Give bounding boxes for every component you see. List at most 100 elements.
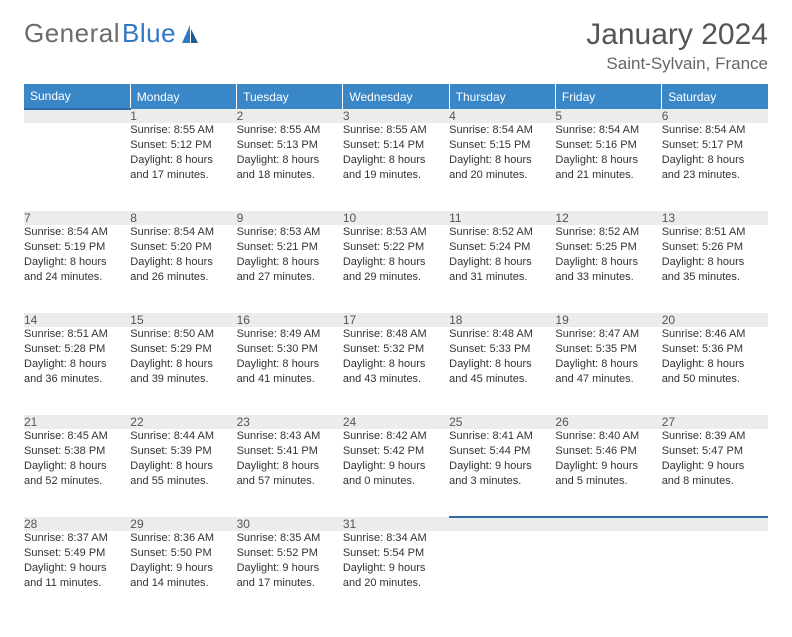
sunset-text: Sunset: 5:38 PM [24, 444, 130, 459]
sunset-text: Sunset: 5:22 PM [343, 240, 449, 255]
logo-text-1: General [24, 18, 120, 49]
daylight-text-2: and 19 minutes. [343, 168, 449, 183]
day-number: 14 [24, 313, 130, 327]
sunrise-text: Sunrise: 8:54 AM [130, 225, 236, 240]
daylight-text-1: Daylight: 8 hours [662, 357, 768, 372]
sunrise-text: Sunrise: 8:55 AM [237, 123, 343, 138]
logo-text-2: Blue [122, 18, 176, 49]
daylight-text-2: and 3 minutes. [449, 474, 555, 489]
daylight-text-1: Daylight: 8 hours [555, 357, 661, 372]
daylight-text-2: and 5 minutes. [555, 474, 661, 489]
sunrise-text: Sunrise: 8:54 AM [24, 225, 130, 240]
sunrise-text: Sunrise: 8:48 AM [449, 327, 555, 342]
daylight-text-2: and 20 minutes. [343, 576, 449, 591]
day-number: 29 [130, 517, 236, 531]
sunset-text: Sunset: 5:49 PM [24, 546, 130, 561]
daylight-text-2: and 8 minutes. [662, 474, 768, 489]
daylight-text-1: Daylight: 8 hours [24, 357, 130, 372]
daylight-text-2: and 26 minutes. [130, 270, 236, 285]
day-number: 31 [343, 517, 449, 531]
sunrise-text: Sunrise: 8:53 AM [343, 225, 449, 240]
day-number: 17 [343, 313, 449, 327]
sunset-text: Sunset: 5:15 PM [449, 138, 555, 153]
day-cell: Sunrise: 8:54 AMSunset: 5:15 PMDaylight:… [449, 123, 555, 211]
sunrise-text: Sunrise: 8:55 AM [130, 123, 236, 138]
calendar-head: SundayMondayTuesdayWednesdayThursdayFrid… [24, 84, 768, 109]
day-number: 8 [130, 211, 236, 225]
day-cell-empty [662, 531, 768, 619]
sunset-text: Sunset: 5:24 PM [449, 240, 555, 255]
weekday-header: Wednesday [343, 84, 449, 109]
weekday-row: SundayMondayTuesdayWednesdayThursdayFrid… [24, 84, 768, 109]
day-cell: Sunrise: 8:36 AMSunset: 5:50 PMDaylight:… [130, 531, 236, 619]
day-number: 21 [24, 415, 130, 429]
sunset-text: Sunset: 5:29 PM [130, 342, 236, 357]
content-row: Sunrise: 8:54 AMSunset: 5:19 PMDaylight:… [24, 225, 768, 313]
day-number: 25 [449, 415, 555, 429]
day-number: 27 [662, 415, 768, 429]
sunset-text: Sunset: 5:52 PM [237, 546, 343, 561]
day-number: 3 [343, 109, 449, 123]
day-cell: Sunrise: 8:54 AMSunset: 5:20 PMDaylight:… [130, 225, 236, 313]
daylight-text-2: and 41 minutes. [237, 372, 343, 387]
day-number: 11 [449, 211, 555, 225]
daylight-text-1: Daylight: 8 hours [449, 153, 555, 168]
day-cell: Sunrise: 8:41 AMSunset: 5:44 PMDaylight:… [449, 429, 555, 517]
day-cell-empty [555, 531, 661, 619]
daylight-text-2: and 55 minutes. [130, 474, 236, 489]
day-number: 18 [449, 313, 555, 327]
day-number: 28 [24, 517, 130, 531]
sunrise-text: Sunrise: 8:53 AM [237, 225, 343, 240]
day-number: 19 [555, 313, 661, 327]
daylight-text-2: and 21 minutes. [555, 168, 661, 183]
daylight-text-2: and 52 minutes. [24, 474, 130, 489]
day-cell: Sunrise: 8:37 AMSunset: 5:49 PMDaylight:… [24, 531, 130, 619]
daylight-text-1: Daylight: 8 hours [343, 153, 449, 168]
sunset-text: Sunset: 5:47 PM [662, 444, 768, 459]
sunset-text: Sunset: 5:44 PM [449, 444, 555, 459]
day-number: 12 [555, 211, 661, 225]
daylight-text-2: and 57 minutes. [237, 474, 343, 489]
calendar-body: 123456Sunrise: 8:55 AMSunset: 5:12 PMDay… [24, 109, 768, 619]
weekday-header: Sunday [24, 84, 130, 109]
day-cell: Sunrise: 8:54 AMSunset: 5:17 PMDaylight:… [662, 123, 768, 211]
daylight-text-2: and 17 minutes. [130, 168, 236, 183]
sunset-text: Sunset: 5:14 PM [343, 138, 449, 153]
day-number: 9 [237, 211, 343, 225]
sunrise-text: Sunrise: 8:47 AM [555, 327, 661, 342]
sunrise-text: Sunrise: 8:52 AM [555, 225, 661, 240]
month-title: January 2024 [586, 18, 768, 52]
day-cell: Sunrise: 8:45 AMSunset: 5:38 PMDaylight:… [24, 429, 130, 517]
daylight-text-1: Daylight: 8 hours [130, 357, 236, 372]
daylight-text-1: Daylight: 8 hours [555, 255, 661, 270]
sunset-text: Sunset: 5:12 PM [130, 138, 236, 153]
day-number: 22 [130, 415, 236, 429]
daylight-text-2: and 0 minutes. [343, 474, 449, 489]
content-row: Sunrise: 8:45 AMSunset: 5:38 PMDaylight:… [24, 429, 768, 517]
day-number: 15 [130, 313, 236, 327]
daylight-text-2: and 20 minutes. [449, 168, 555, 183]
daylight-text-1: Daylight: 8 hours [24, 459, 130, 474]
sunset-text: Sunset: 5:46 PM [555, 444, 661, 459]
day-number: 23 [237, 415, 343, 429]
daylight-text-1: Daylight: 8 hours [24, 255, 130, 270]
sunset-text: Sunset: 5:42 PM [343, 444, 449, 459]
sunrise-text: Sunrise: 8:42 AM [343, 429, 449, 444]
sunset-text: Sunset: 5:54 PM [343, 546, 449, 561]
sunrise-text: Sunrise: 8:51 AM [24, 327, 130, 342]
day-cell: Sunrise: 8:55 AMSunset: 5:13 PMDaylight:… [237, 123, 343, 211]
day-number: 26 [555, 415, 661, 429]
day-cell: Sunrise: 8:46 AMSunset: 5:36 PMDaylight:… [662, 327, 768, 415]
sunset-text: Sunset: 5:36 PM [662, 342, 768, 357]
daylight-text-2: and 47 minutes. [555, 372, 661, 387]
sunrise-text: Sunrise: 8:35 AM [237, 531, 343, 546]
daylight-text-2: and 45 minutes. [449, 372, 555, 387]
daylight-text-1: Daylight: 9 hours [130, 561, 236, 576]
sunrise-text: Sunrise: 8:40 AM [555, 429, 661, 444]
day-cell: Sunrise: 8:44 AMSunset: 5:39 PMDaylight:… [130, 429, 236, 517]
day-cell: Sunrise: 8:54 AMSunset: 5:19 PMDaylight:… [24, 225, 130, 313]
day-number-empty [24, 109, 130, 123]
sunrise-text: Sunrise: 8:46 AM [662, 327, 768, 342]
daylight-text-2: and 33 minutes. [555, 270, 661, 285]
sunset-text: Sunset: 5:33 PM [449, 342, 555, 357]
